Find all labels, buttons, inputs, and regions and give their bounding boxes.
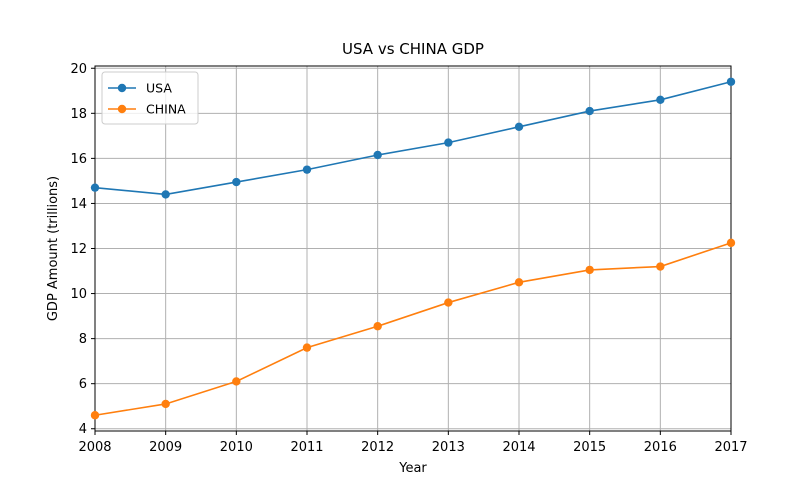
data-point — [90, 183, 100, 192]
x-axis-label: Year — [398, 461, 427, 476]
data-point — [514, 278, 524, 287]
y-axis-ticks: 4 6 8 10 12 14 16 18 20 — [70, 62, 95, 437]
y-tick-label: 16 — [70, 152, 87, 167]
data-point — [585, 106, 594, 116]
y-tick-label: 8 — [79, 332, 87, 347]
data-point — [726, 77, 736, 86]
x-tick-label: 2015 — [573, 440, 606, 455]
x-tick-label: 2009 — [149, 440, 182, 455]
x-axis-ticks: 2008 2009 2010 2011 2012 2013 2014 2015 2016 2017 — [78, 431, 748, 455]
data-point — [726, 238, 736, 248]
y-tick-label: 18 — [70, 107, 87, 122]
y-tick-label: 10 — [70, 287, 87, 302]
y-tick-label: 20 — [70, 62, 87, 77]
series-china — [90, 238, 736, 420]
legend-marker — [117, 83, 127, 93]
data-point — [90, 411, 100, 420]
data-point — [373, 150, 382, 160]
legend: USA CHINA — [101, 71, 199, 125]
series-usa — [90, 77, 736, 199]
x-tick-label: 2008 — [78, 440, 111, 455]
series-line — [94, 242, 732, 417]
series-line — [94, 80, 732, 196]
data-point — [161, 190, 170, 199]
x-tick-label: 2014 — [502, 440, 535, 455]
data-point — [232, 377, 241, 386]
legend-label: USA — [146, 81, 172, 96]
data-point — [302, 165, 312, 174]
data-point — [444, 138, 453, 147]
data-point — [656, 95, 665, 104]
legend-item: CHINA — [108, 102, 186, 117]
data-point — [373, 322, 382, 331]
x-tick-label: 2017 — [714, 440, 747, 455]
legend-box — [101, 71, 199, 125]
x-tick-label: 2016 — [644, 440, 677, 455]
data-point — [302, 343, 312, 352]
legend-marker — [117, 104, 127, 114]
legend-item: USA — [108, 81, 172, 96]
y-tick-label: 14 — [70, 197, 87, 212]
y-tick-label: 12 — [70, 242, 87, 257]
x-tick-label: 2010 — [220, 440, 253, 455]
data-point — [656, 262, 665, 271]
legend-label: CHINA — [146, 102, 186, 117]
data-point — [514, 122, 524, 132]
y-tick-label: 6 — [79, 377, 87, 392]
data-point — [232, 177, 241, 187]
data-point — [585, 265, 594, 275]
data-point — [444, 298, 453, 307]
chart-title: USA vs CHINA GDP — [342, 40, 484, 58]
x-tick-label: 2012 — [361, 440, 394, 455]
series-layer — [90, 77, 736, 420]
y-tick-label: 4 — [79, 422, 87, 437]
x-tick-label: 2013 — [432, 440, 465, 455]
y-axis-label: GDP Amount (trillions) — [46, 176, 61, 321]
data-point — [161, 399, 170, 409]
x-tick-label: 2011 — [290, 440, 323, 455]
